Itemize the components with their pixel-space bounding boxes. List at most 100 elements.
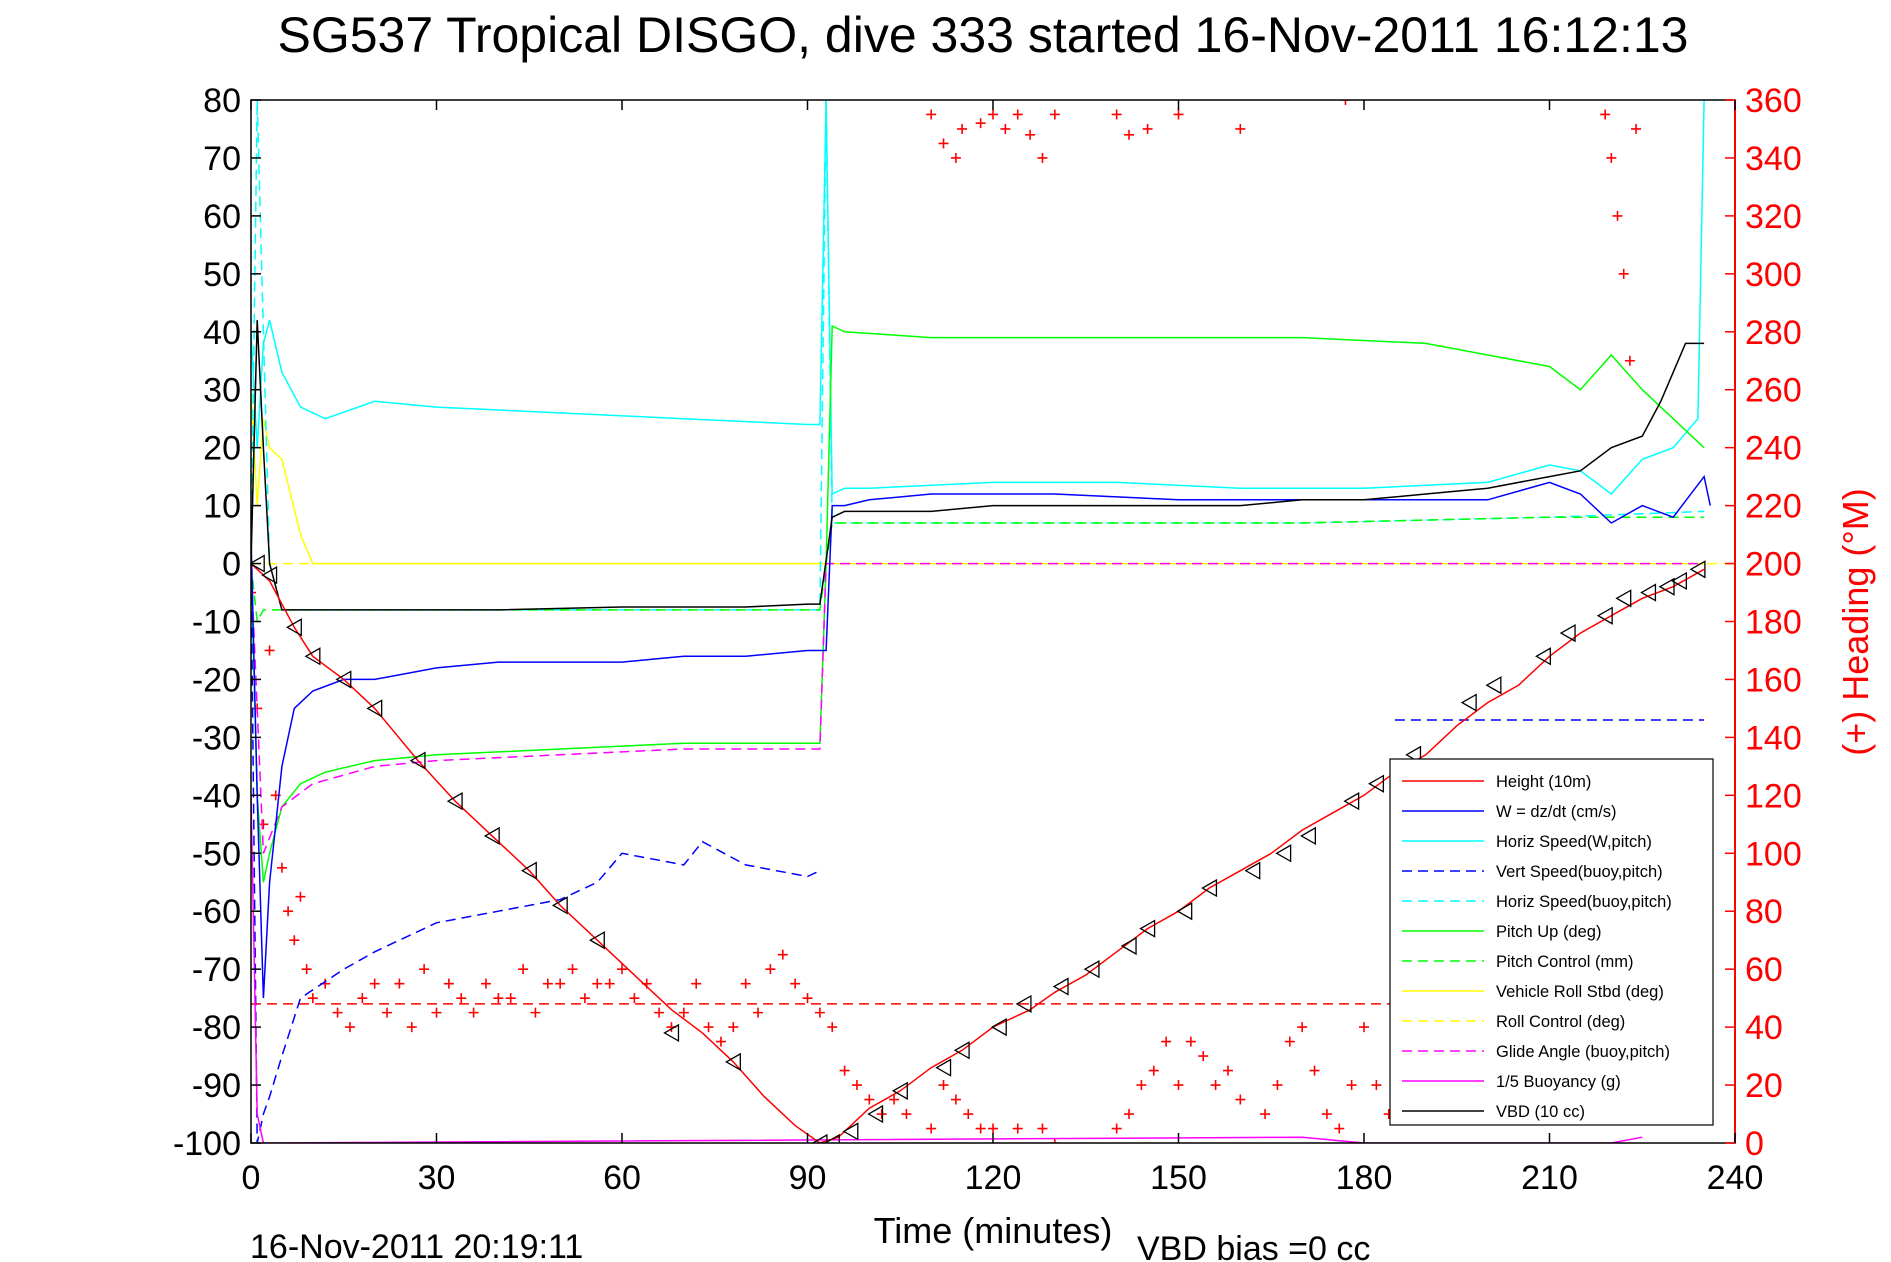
heading-point [1235, 123, 1246, 134]
height-marker [953, 1041, 970, 1060]
heading-point [1173, 1080, 1184, 1091]
heading-point [1185, 1036, 1196, 1047]
x-tick-label: 90 [789, 1159, 827, 1197]
heading-point [950, 152, 961, 163]
y-tick-label: 30 [203, 372, 241, 410]
heading-point [258, 819, 269, 830]
footer-vbd-bias: VBD bias =0 cc [1137, 1230, 1370, 1262]
legend-entry: Pitch Control (mm) [1496, 953, 1634, 971]
x-tick-label: 120 [965, 1159, 1022, 1197]
heading-point [715, 1036, 726, 1047]
height-marker [1201, 878, 1218, 898]
height-marker [1015, 994, 1032, 1014]
series-line-11 [251, 320, 1705, 611]
y2-tick-label: 160 [1745, 661, 1802, 699]
heading-point [332, 1007, 343, 1018]
y2-tick-label: 360 [1745, 82, 1802, 120]
heading-point [864, 1094, 875, 1105]
heading-point [555, 978, 566, 989]
height-marker [304, 647, 321, 666]
heading-point [988, 109, 998, 120]
heading-point [938, 1080, 949, 1091]
heading-point [765, 964, 776, 975]
height-marker [446, 792, 463, 811]
y2-tick-label: 280 [1745, 314, 1802, 352]
heading-point [876, 1109, 887, 1120]
y2-tick-label: 240 [1745, 430, 1802, 468]
height-marker [409, 751, 426, 770]
heading-point [1222, 1065, 1233, 1076]
y-tick-label: 60 [203, 198, 241, 236]
heading-point [1037, 152, 1048, 163]
y-tick-label: -40 [192, 777, 241, 815]
heading-point [728, 1022, 739, 1033]
height-marker [811, 1133, 828, 1143]
height-marker [1083, 960, 1100, 979]
heading-point [703, 1022, 714, 1033]
heading-point [1173, 109, 1184, 120]
y2-tick-label: 100 [1745, 835, 1802, 873]
legend-entry: W = dz/dt (cm/s) [1496, 803, 1617, 821]
heading-point [283, 906, 294, 917]
heading-point [1049, 109, 1060, 120]
legend: Height (10m) W = dz/dt (cm/s) Horiz Speed(… [1389, 758, 1714, 1126]
y-tick-label: -50 [192, 835, 241, 873]
height-marker [935, 1058, 952, 1077]
height-marker [335, 670, 352, 689]
heading-point [1111, 109, 1122, 120]
height-marker [1244, 861, 1261, 880]
y-tick-label: -100 [173, 1125, 241, 1163]
legend-entry: Roll Control (deg) [1496, 1013, 1625, 1031]
y2-tick-label: 320 [1745, 198, 1802, 236]
x-tick-label: 60 [603, 1159, 641, 1197]
heading-point [827, 1022, 838, 1033]
heading-point [1161, 1036, 1172, 1047]
heading-point [1012, 109, 1023, 120]
legend-box [1389, 758, 1714, 1126]
heading-point [1049, 1138, 1060, 1143]
y-tick-label: 0 [222, 546, 241, 584]
series-line-6 [251, 516, 1705, 625]
height-marker [1535, 647, 1551, 666]
height-marker [823, 1133, 840, 1143]
x-tick-label: 240 [1707, 1159, 1764, 1197]
heading-point [950, 1094, 961, 1105]
heading-point [1136, 1080, 1147, 1091]
heading-point [357, 993, 368, 1004]
heading-point [802, 993, 813, 1004]
series-line-1 [251, 474, 1712, 999]
heading-point [889, 1094, 900, 1105]
heading-point [901, 1109, 912, 1120]
heading-point [1111, 1123, 1122, 1134]
heading-point [307, 993, 318, 1004]
heading-point [1124, 1109, 1135, 1120]
height-marker [867, 1104, 884, 1124]
heading-point [604, 978, 615, 989]
heading-point [777, 949, 788, 960]
heading-point [988, 1123, 998, 1134]
heading-point [1148, 1065, 1159, 1076]
heading-point [975, 1123, 986, 1134]
heading-point [579, 993, 590, 1004]
heading-point [530, 1007, 541, 1018]
heading-point [505, 993, 516, 1004]
height-marker [1176, 902, 1193, 921]
y2-tick-label: 140 [1745, 719, 1802, 757]
y2-tick-label: 80 [1745, 893, 1783, 931]
heading-point [963, 1109, 974, 1120]
heading-point [295, 891, 306, 902]
heading-point [957, 123, 968, 134]
y-tick-label: -90 [192, 1067, 241, 1105]
heading-point [1260, 1109, 1271, 1120]
heading-point [1235, 1094, 1246, 1105]
heading-point [975, 118, 986, 129]
heading-point [480, 978, 491, 989]
height-marker [1052, 977, 1069, 996]
y2-tick-label: 260 [1745, 372, 1802, 410]
heading-point [1124, 129, 1135, 140]
y2-tick-label: 200 [1745, 546, 1802, 584]
legend-entry: Vehicle Roll Stbd (deg) [1496, 983, 1664, 1001]
heading-point [493, 993, 504, 1004]
y-tick-label: -10 [192, 604, 241, 642]
